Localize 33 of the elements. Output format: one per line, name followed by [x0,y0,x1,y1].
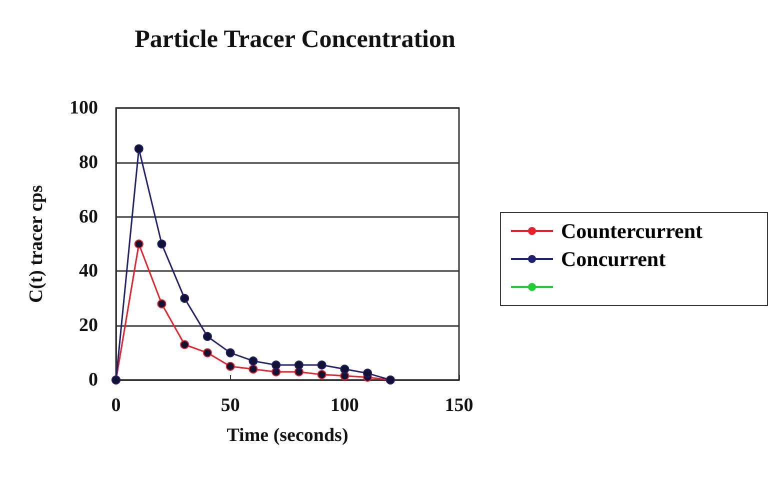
x-tick-label: 50 [220,395,240,416]
point [202,348,212,358]
y-tick-label: 80 [79,152,98,173]
y-axis-title: C(t) tracer cps [26,185,47,303]
chart-title: Particle Tracer Concentration [134,26,456,53]
point [363,368,372,378]
x-axis-title: Time (seconds) [226,425,348,446]
point [317,370,326,380]
legend-label: Concurrent [561,246,666,272]
y-tick-label: 100 [70,98,98,118]
point [202,332,212,341]
y-tick-label: 60 [79,206,98,228]
x-tick-label: 100 [330,395,359,416]
legend-label: Countercurrent [561,218,703,244]
y-tick-label: 40 [79,260,98,282]
y-tick-label: 0 [88,370,98,390]
point [134,144,144,154]
point [248,364,258,374]
point [248,356,258,366]
point [340,364,350,374]
point [226,362,235,371]
point [226,348,235,358]
y-tick-label: 20 [79,315,98,336]
point [157,299,166,308]
point [180,340,190,350]
point [272,360,281,370]
x-tick-label: 0 [111,395,121,416]
point [157,240,166,248]
x-tick-label: 150 [444,395,474,416]
point [180,294,190,303]
point [317,360,326,370]
point [134,240,144,248]
point [294,360,304,370]
